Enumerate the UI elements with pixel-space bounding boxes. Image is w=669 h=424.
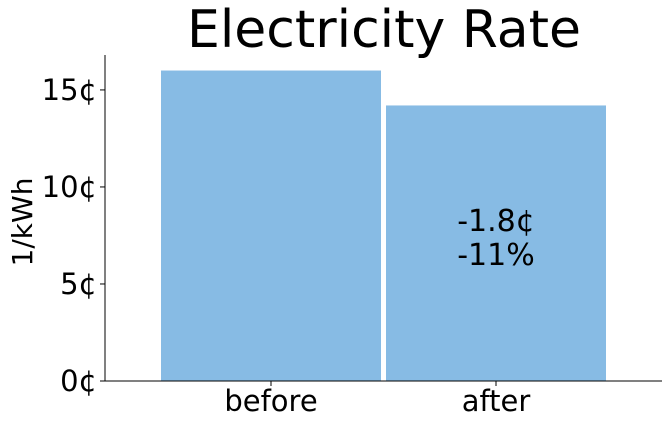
annotation-line-2: -11% xyxy=(457,238,535,273)
y-ticks-group: 0¢ 5¢ 10¢ 15¢ xyxy=(42,73,105,398)
change-annotation: -1.8¢-11% xyxy=(457,204,535,273)
chart-title: Electricity Rate xyxy=(187,0,581,60)
bars-group xyxy=(161,70,606,382)
y-tick-label-5: 5¢ xyxy=(60,267,97,301)
x-ticks-group: before after xyxy=(224,381,530,418)
y-axis-label: 1/kWh xyxy=(6,178,39,267)
annotation-line-1: -1.8¢ xyxy=(457,204,535,239)
x-tick-label-before: before xyxy=(224,384,317,418)
bar-before xyxy=(161,70,381,382)
y-tick-label-10: 10¢ xyxy=(42,170,97,204)
bar-after xyxy=(386,105,606,381)
x-tick-label-after: after xyxy=(462,384,531,418)
y-tick-label-15: 15¢ xyxy=(42,73,97,107)
y-tick-label-0: 0¢ xyxy=(60,364,97,398)
